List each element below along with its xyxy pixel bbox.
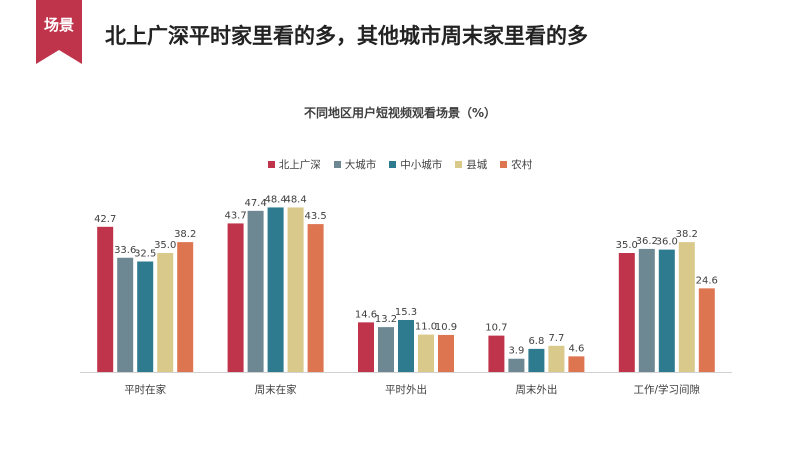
legend-label: 县城 [466,159,488,171]
bar [157,253,174,372]
data-label: 14.6 [355,309,377,320]
legend-item: 北上广深 [267,157,321,172]
data-label: 36.2 [636,236,658,247]
data-label: 3.9 [508,346,524,357]
bar [287,207,304,372]
x-tick-label: 周末外出 [515,383,557,396]
bar [658,249,675,372]
bar [568,356,585,372]
data-label: 33.6 [114,245,136,256]
data-label: 42.7 [94,214,116,225]
bar [247,210,264,372]
bar [307,224,324,372]
x-tick-label: 工作/学习间隙 [634,383,701,396]
bar [418,334,434,372]
bar [488,335,505,372]
legend-swatch [389,161,397,168]
scene-badge-label: 场景 [43,16,74,34]
legend-label: 大城市 [344,159,377,171]
bar [227,223,244,372]
page-title: 北上广深平时家里看的多，其他城市周末家里看的多 [105,24,588,48]
bar [678,242,695,372]
bar [267,207,284,372]
data-label: 36.0 [656,237,678,248]
bar [528,348,545,372]
legend-label: 北上广深 [278,159,321,171]
legend-swatch [267,161,275,168]
x-tick-label: 周末在家 [255,383,297,396]
bar [137,261,154,372]
data-label: 10.7 [485,323,507,334]
chart-legend: 北上广深 大城市 中小城市 县城 农村 [0,157,800,172]
data-label: 35.0 [616,240,638,251]
data-label: 7.7 [548,333,564,344]
data-label: 43.7 [224,210,246,221]
data-label: 15.3 [395,307,417,318]
chart-title: 不同地区用户短视频观看场景（%） [303,106,497,120]
bar [177,242,194,372]
data-label: 48.4 [264,194,286,205]
data-label: 13.2 [375,314,397,325]
legend-item: 农村 [500,157,532,172]
bar [117,257,134,372]
data-label: 38.2 [676,229,698,240]
bar [618,253,635,372]
x-tick-label: 平时在家 [124,383,166,396]
legend-label: 中小城市 [400,159,443,171]
legend-label: 农村 [511,159,533,171]
bar [548,345,565,372]
bar [698,288,715,372]
legend-item: 县城 [455,157,487,172]
data-label: 32.5 [134,249,156,260]
bar [508,358,525,372]
legend-item: 大城市 [333,157,377,172]
data-label: 4.6 [568,343,584,354]
data-label: 43.5 [304,211,326,222]
bar [398,319,414,372]
data-label: 48.4 [284,194,306,205]
data-label: 47.4 [244,198,266,209]
legend-item: 中小城市 [389,157,442,172]
bar [97,226,114,372]
data-label: 11.0 [415,322,437,333]
legend-swatch [455,161,463,168]
legend-swatch [500,161,508,168]
x-tick-label: 平时外出 [385,383,427,396]
data-label: 6.8 [528,336,544,347]
bar [438,334,454,372]
data-label: 38.2 [174,229,196,240]
data-label: 24.6 [696,275,718,286]
data-label: 35.0 [154,240,176,251]
bar [378,327,394,372]
data-label: 10.9 [435,322,457,333]
scene-badge [36,0,82,64]
legend-swatch [333,161,341,168]
bar [638,248,655,372]
bar [358,322,374,372]
